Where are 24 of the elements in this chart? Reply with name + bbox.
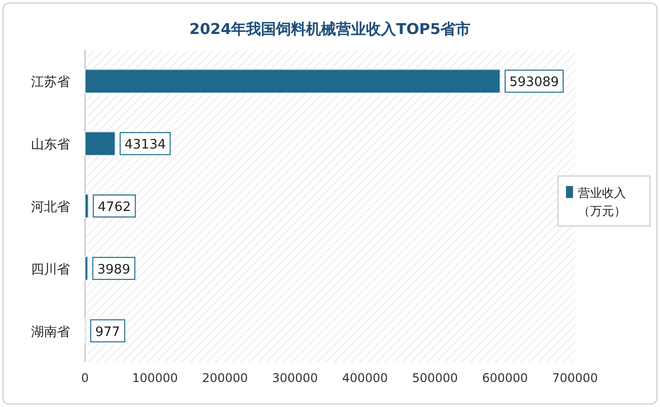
bar bbox=[84, 131, 116, 156]
data-label: 43134 bbox=[124, 138, 166, 153]
x-tick-label: 100000 bbox=[132, 371, 178, 385]
x-tick-label: 600000 bbox=[482, 371, 528, 385]
data-label: 3989 bbox=[97, 262, 130, 278]
x-tick-label: 700000 bbox=[552, 371, 598, 385]
y-tick-label: 山东省 bbox=[31, 138, 70, 153]
y-tick-label: 河北省 bbox=[31, 200, 70, 215]
y-tick-label: 湖南省 bbox=[31, 324, 70, 340]
x-tick-label: 200000 bbox=[202, 371, 248, 385]
y-tick-label: 江苏省 bbox=[31, 75, 70, 90]
bar bbox=[84, 194, 89, 218]
chart-title: 2024年我国饲料机械营业收入TOP5省市 bbox=[189, 20, 471, 38]
y-tick-label: 四川省 bbox=[31, 262, 70, 278]
data-label: 593089 bbox=[509, 75, 559, 90]
bar bbox=[84, 68, 501, 94]
x-tick-label: 400000 bbox=[342, 371, 388, 385]
legend-label: 营业收入（万元） bbox=[578, 186, 626, 218]
data-label: 977 bbox=[95, 324, 120, 340]
bar bbox=[84, 256, 88, 281]
x-tick-label: 0 bbox=[81, 371, 89, 385]
data-label: 4762 bbox=[98, 200, 131, 215]
x-tick-label: 500000 bbox=[412, 371, 458, 385]
x-tick-label: 300000 bbox=[272, 371, 318, 385]
